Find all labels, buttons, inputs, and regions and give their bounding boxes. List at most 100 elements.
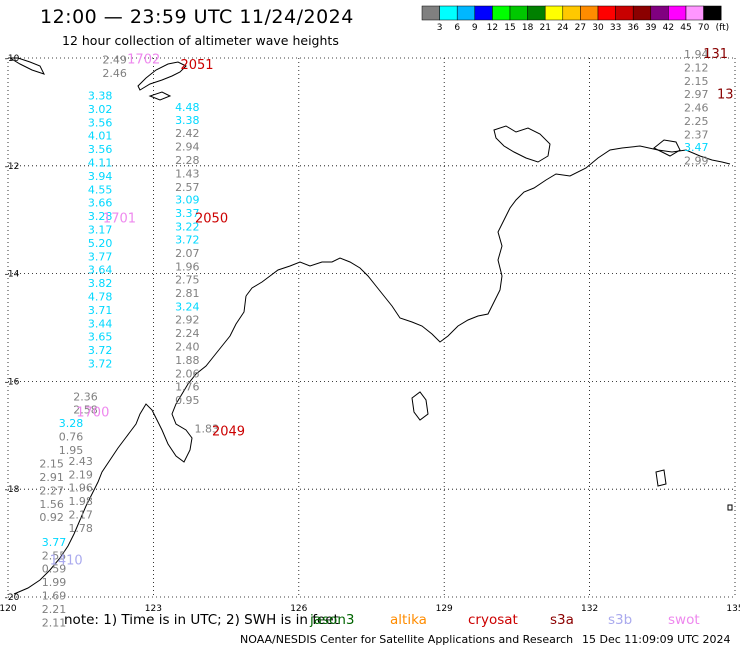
satellite-name: cryosat	[468, 612, 518, 628]
wave-height-value: 2.57	[175, 181, 200, 194]
wave-height-value: 0.92	[39, 511, 64, 524]
wave-height-value: 4.48	[175, 101, 200, 114]
pass-id-label: 131	[703, 47, 728, 62]
wave-height-value: 3.72	[88, 344, 113, 357]
wave-height-value: 1.99	[42, 576, 67, 589]
wave-height-value: 4.55	[88, 183, 113, 196]
pass-id-label: 1702	[127, 52, 160, 67]
wave-height-value: 2.37	[684, 128, 709, 141]
wave-height-value: 3.28	[88, 210, 113, 223]
footer-note: note: 1) Time is in UTC; 2) SWH is in fe…	[64, 612, 339, 628]
legend-label: 21	[539, 23, 550, 33]
wave-height-value: 0.95	[175, 394, 200, 407]
color-legend: 3 6 9 12 15 18 21 24 27 30 33 36 39 42 45 70 (ft)	[421, 5, 729, 33]
legend-label: 18	[522, 23, 534, 33]
lon-tick-label: 126	[290, 604, 307, 614]
wave-height-value: 3.66	[88, 197, 113, 210]
wave-height-value: 1.88	[175, 354, 200, 367]
pass-labels: 2051 1702 2050 1701 2049 1700 1410 131 13	[50, 47, 734, 569]
coastline	[8, 57, 733, 595]
wave-height-value: 2.43	[68, 455, 93, 468]
legend-label: 9	[472, 23, 478, 33]
satellite-name: s3a	[550, 612, 574, 628]
wave-height-value: 3.02	[88, 103, 113, 116]
satellite-name: altika	[390, 612, 427, 628]
wave-height-value: 3.82	[88, 277, 113, 290]
legend-label: 6	[454, 23, 460, 33]
wave-height-value: 2.19	[68, 468, 93, 481]
wave-height-value: 3.94	[88, 170, 113, 183]
pass-id-label: 1410	[50, 554, 83, 569]
wave-height-value: 2.46	[102, 67, 127, 80]
lat-tick-label: -14	[5, 270, 20, 280]
wave-height-value: 2.21	[42, 603, 67, 616]
satellite-name: swot	[668, 612, 700, 628]
wave-height-value: 3.09	[175, 194, 200, 207]
wave-height-value: 1.43	[175, 167, 200, 180]
wave-height-value: 2.81	[175, 287, 200, 300]
wave-height-value: 1.95	[59, 444, 84, 457]
wave-height-value: 3.47	[684, 141, 709, 154]
coast-segment	[137, 61, 187, 91]
wave-height-value: 4.11	[88, 157, 113, 170]
coast-segment	[493, 125, 551, 163]
wave-height-value: 1.96	[175, 260, 200, 273]
legend-label: 12	[487, 23, 498, 33]
wave-height-value: 3.17	[88, 224, 113, 237]
wave-height-value: 2.24	[175, 327, 200, 340]
wave-height-value: 3.38	[175, 114, 200, 127]
wave-height-value: 3.71	[88, 304, 113, 317]
wave-height-value: 2.36	[73, 390, 98, 403]
wave-height-value: 4.78	[88, 291, 113, 304]
legend-label: 39	[645, 23, 657, 33]
legend-label: 27	[575, 23, 586, 33]
wave-height-value: 2.99	[684, 155, 709, 168]
satellite-name: jason3	[310, 612, 355, 628]
coast-segment	[245, 145, 731, 343]
legend-label: 15	[504, 23, 515, 33]
wave-height-value: 2.17	[68, 509, 93, 522]
wave-height-value: 2.12	[684, 61, 709, 74]
pass-id-label: 1701	[103, 211, 136, 226]
coast-segment	[727, 504, 733, 511]
wave-height-value: 3.72	[88, 358, 113, 371]
lat-tick-label: -10	[5, 54, 20, 64]
wave-height-value: 2.58	[73, 404, 98, 417]
wave-height-value: 5.20	[88, 237, 113, 250]
wave-height-value: 2.40	[175, 341, 200, 354]
legend-label: 36	[627, 23, 639, 33]
wave-height-value: 2.75	[175, 274, 200, 287]
wave-height-value: 3.72	[175, 234, 200, 247]
wave-height-value: 3.37	[175, 207, 200, 220]
satellite-name: s3b	[608, 612, 633, 628]
wave-height-value: 1.78	[68, 522, 93, 535]
page-title: 12:00 — 23:59 UTC 11/24/2024	[40, 6, 354, 28]
pass-id-label: 2049	[212, 424, 245, 439]
coast-segment	[148, 91, 172, 101]
map-grid: 120 123 126 129 132 135 -10 -12 -14 -16 -18 -20	[0, 54, 740, 614]
legend-label: 24	[557, 23, 569, 33]
wave-height-value: 2.11	[42, 616, 67, 629]
lon-tick-label: 120	[0, 604, 17, 614]
wave-height-value: 0.59	[42, 563, 67, 576]
wave-height-value: 1.76	[175, 381, 200, 394]
wave-height-value: 2.92	[175, 314, 200, 327]
coast-segment	[411, 391, 429, 421]
wave-height-value: 3.24	[175, 300, 200, 313]
wave-height-value: 2.97	[684, 88, 709, 101]
wave-height-value: 1.83	[194, 423, 219, 436]
wave-height-value: 0.76	[59, 431, 84, 444]
lat-tick-label: -18	[5, 485, 20, 495]
lon-tick-label: 135	[726, 604, 740, 614]
pass-id-label: 2050	[195, 211, 228, 226]
coast-segment	[8, 57, 45, 75]
wave-height-value: 1.96	[68, 482, 93, 495]
legend-label: 70	[698, 23, 710, 33]
pass-id-label: 13	[717, 87, 734, 102]
wave-height-value: 1.69	[42, 589, 67, 602]
lat-tick-label: -20	[5, 593, 20, 603]
lon-tick-label: 129	[436, 604, 453, 614]
wave-height-value: 3.38	[88, 90, 113, 103]
legend-label: 3	[437, 23, 443, 33]
